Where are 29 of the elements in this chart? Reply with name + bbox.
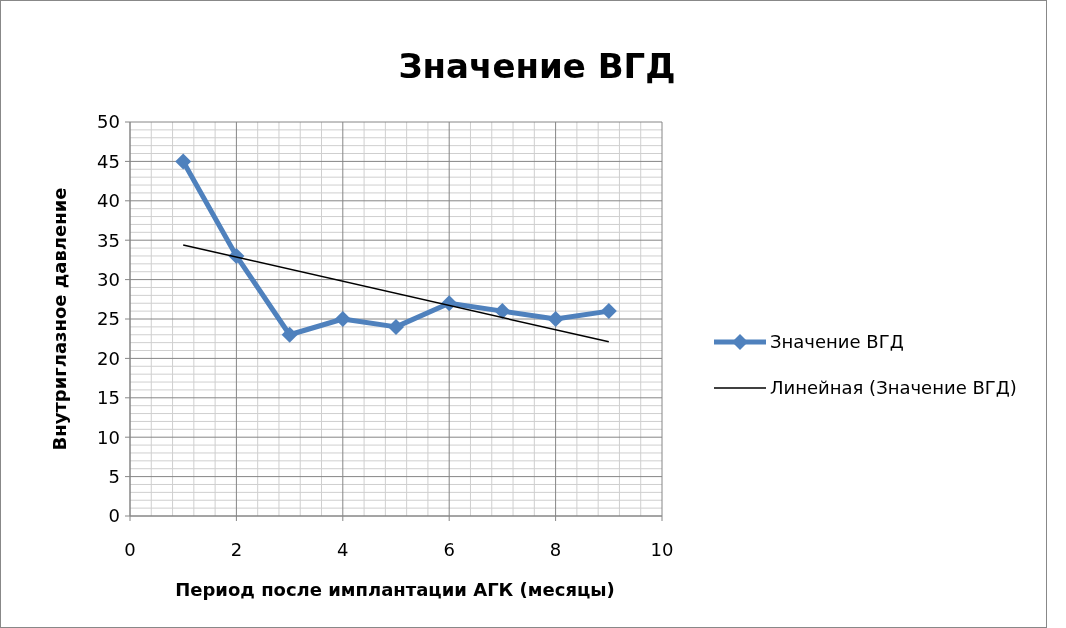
point bbox=[547, 311, 564, 327]
y-tick-label: 5 bbox=[108, 465, 120, 487]
point bbox=[388, 318, 404, 335]
y-tick-label: 40 bbox=[97, 190, 120, 212]
y-tick-label: 35 bbox=[97, 229, 120, 251]
x-tick-label: 6 bbox=[443, 539, 455, 560]
y-axis-title: Внутриглазное давление bbox=[49, 187, 70, 451]
y-tick-label: 0 bbox=[108, 505, 120, 527]
point bbox=[175, 153, 192, 170]
x-tick-label: 0 bbox=[124, 539, 136, 560]
y-tick-label: 45 bbox=[97, 150, 120, 172]
point bbox=[334, 311, 351, 327]
x-tick-label: 8 bbox=[549, 539, 562, 560]
x-tick-label: 4 bbox=[337, 539, 349, 560]
y-tick-label: 10 bbox=[97, 426, 120, 448]
legend-label: Линейная (Значение ВГД) bbox=[770, 377, 1017, 399]
y-tick-label: 25 bbox=[97, 308, 120, 330]
x-tick-label: 2 bbox=[230, 539, 243, 560]
chart-title: Значение ВГД bbox=[398, 46, 676, 86]
y-tick-label: 50 bbox=[97, 111, 120, 133]
y-tick-label: 20 bbox=[97, 347, 120, 369]
y-tick-label: 15 bbox=[97, 387, 120, 409]
point bbox=[494, 303, 511, 320]
legend-label: Значение ВГД bbox=[770, 331, 904, 353]
y-tick-label: 30 bbox=[97, 268, 120, 290]
x-tick-label: 10 bbox=[650, 539, 674, 560]
x-axis-title: Период после имплантации АГК (месяцы) bbox=[175, 579, 615, 600]
point bbox=[600, 303, 617, 320]
point bbox=[281, 326, 298, 343]
